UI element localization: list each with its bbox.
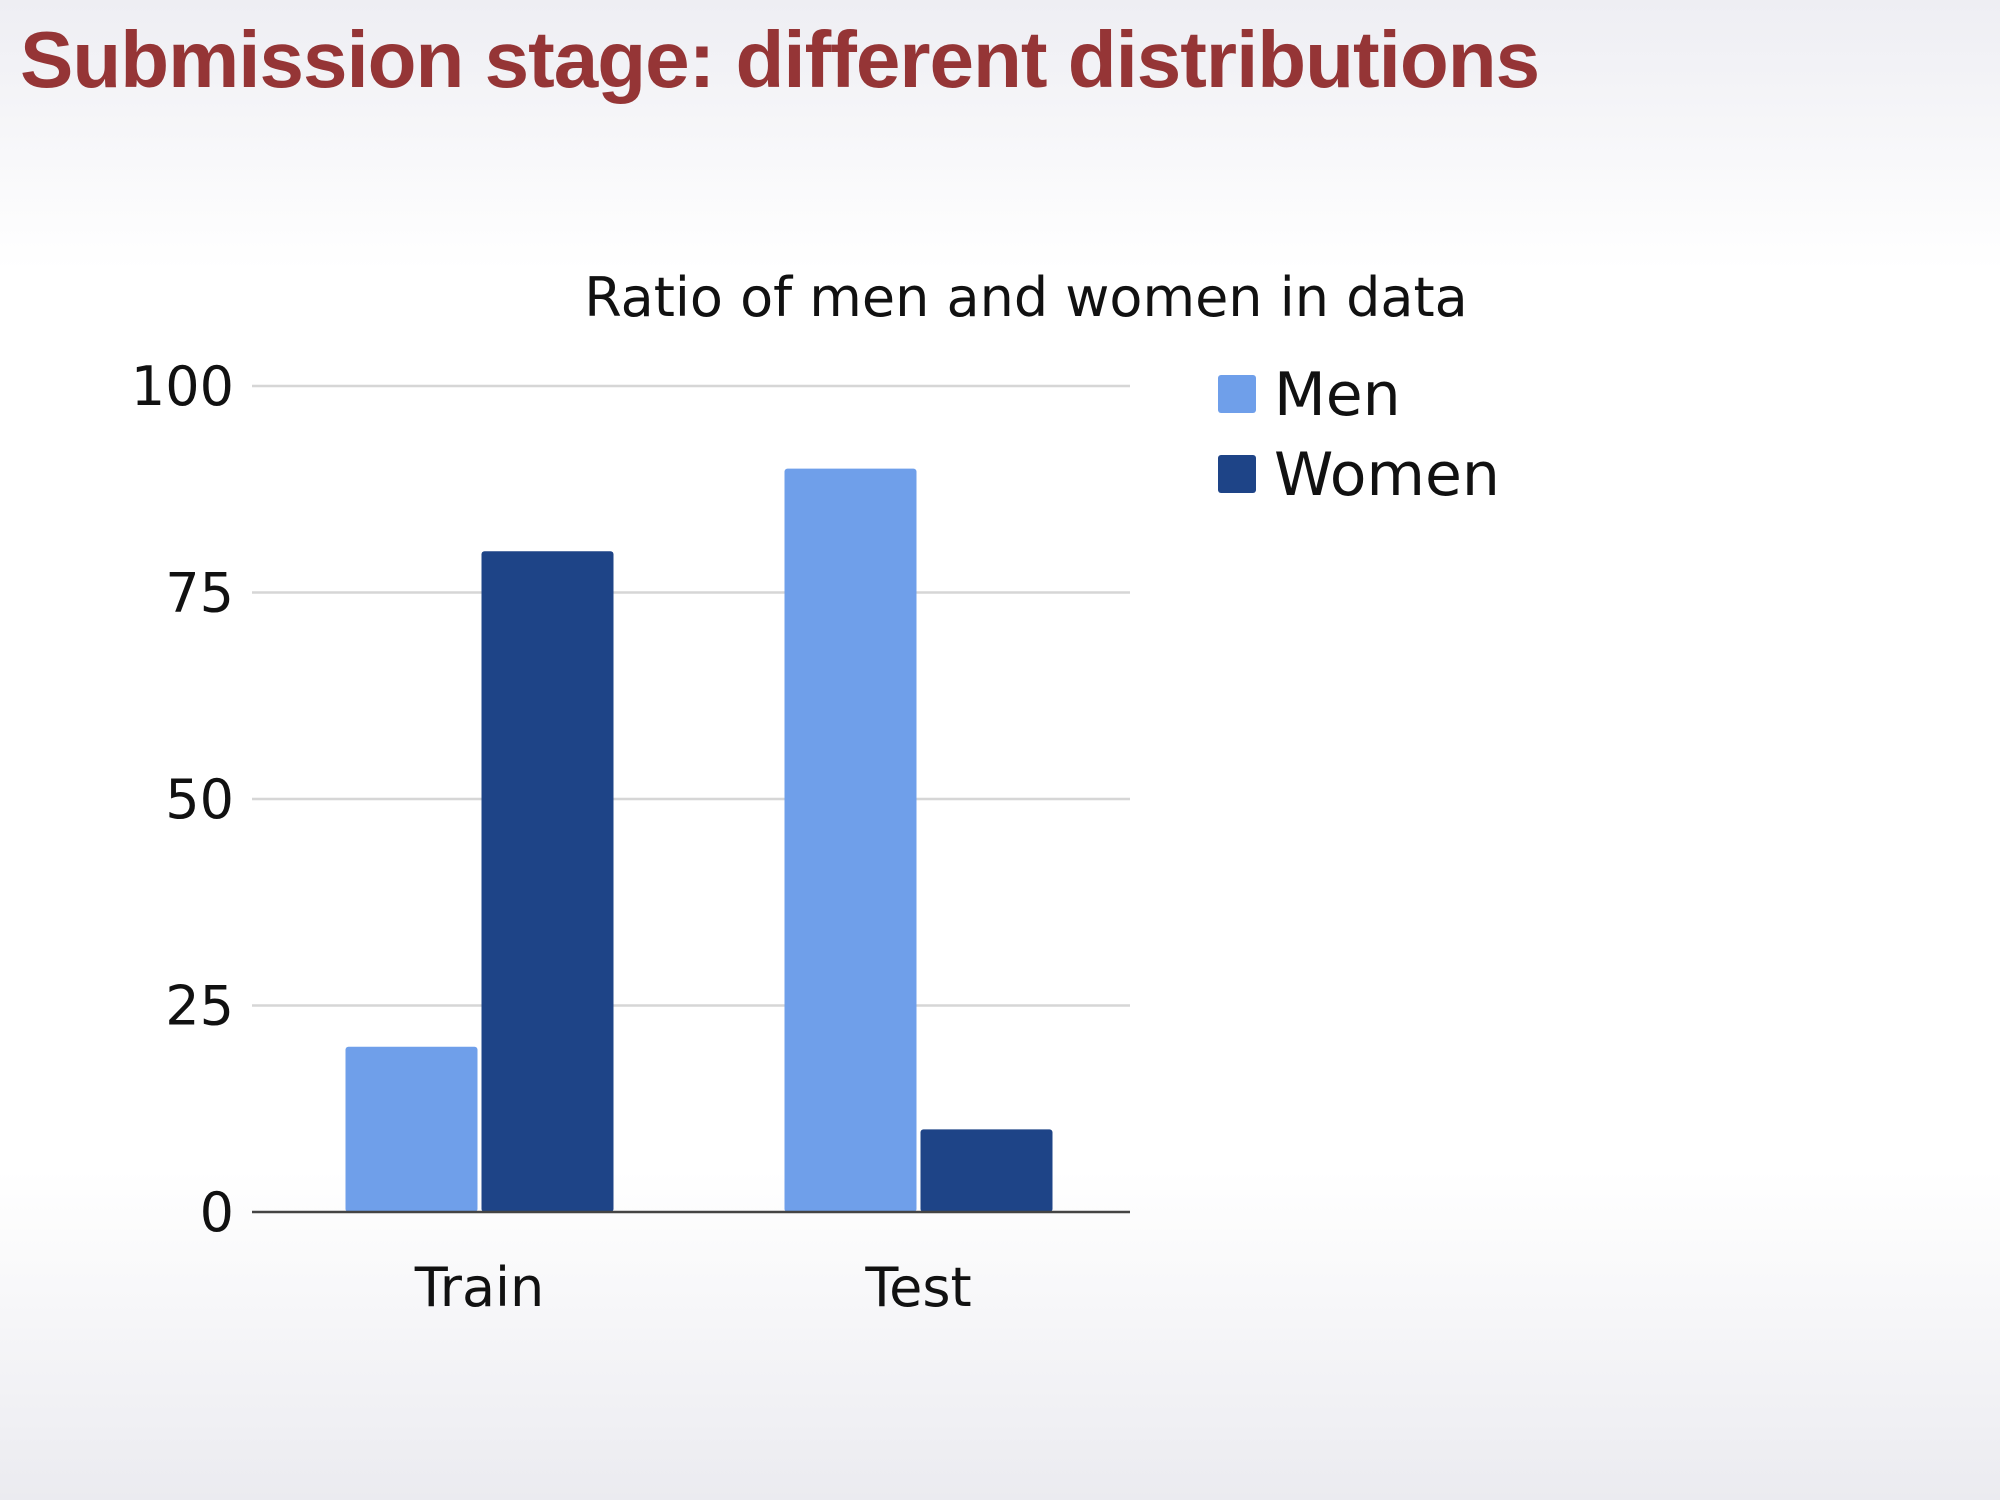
x-tick-label: Train bbox=[414, 1256, 545, 1319]
y-tick-label: 50 bbox=[165, 768, 234, 831]
bar-women-train bbox=[481, 551, 614, 1212]
legend-label-women: Women bbox=[1274, 440, 1500, 510]
chart-title: Ratio of men and women in data bbox=[584, 266, 1467, 329]
y-tick-label: 100 bbox=[131, 355, 234, 418]
bar-men-test bbox=[784, 468, 917, 1213]
y-tick-label: 0 bbox=[200, 1181, 234, 1244]
x-tick-label: Test bbox=[864, 1256, 971, 1319]
bar-men-train bbox=[345, 1046, 478, 1212]
y-tick-label: 25 bbox=[165, 975, 234, 1038]
legend-label-men: Men bbox=[1274, 360, 1401, 430]
legend-swatch-women bbox=[1218, 455, 1256, 493]
slide-title: Submission stage: different distribution… bbox=[20, 15, 1540, 104]
chart-legend: Men Women bbox=[1218, 360, 1500, 510]
chart-bars bbox=[345, 468, 1053, 1213]
chart-gridlines bbox=[252, 384, 1130, 1007]
chart-axes: 0 25 50 75 100 Train Test bbox=[131, 355, 1130, 1319]
legend-swatch-men bbox=[1218, 375, 1256, 413]
y-tick-label: 75 bbox=[165, 562, 234, 625]
bar-women-test bbox=[920, 1129, 1053, 1212]
